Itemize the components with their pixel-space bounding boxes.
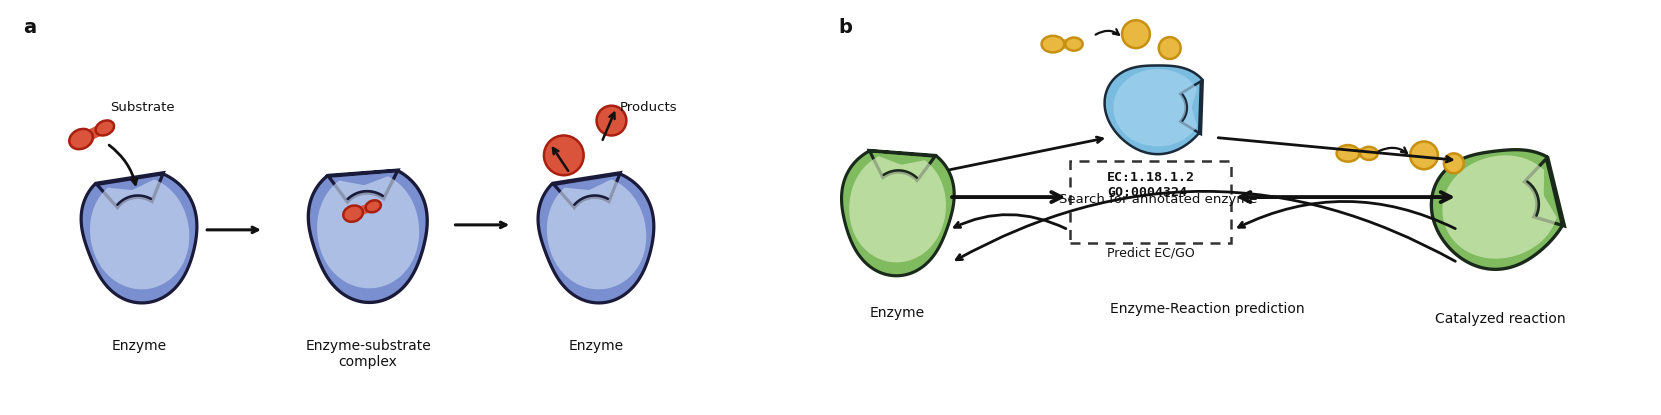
Polygon shape (538, 173, 654, 303)
Polygon shape (309, 170, 427, 303)
Circle shape (1443, 154, 1463, 173)
Text: Enzyme: Enzyme (111, 339, 168, 353)
Polygon shape (1432, 150, 1565, 269)
Text: Enzyme-substrate
complex: Enzyme-substrate complex (306, 339, 430, 369)
Polygon shape (842, 150, 953, 276)
Text: Enzyme: Enzyme (870, 306, 925, 320)
Polygon shape (1113, 69, 1198, 146)
Ellipse shape (344, 205, 362, 222)
Text: Search for annotated enzyme: Search for annotated enzyme (1058, 193, 1257, 206)
Ellipse shape (1337, 145, 1359, 162)
Text: Enzyme: Enzyme (570, 339, 625, 353)
Text: b: b (837, 18, 852, 37)
Circle shape (543, 135, 583, 175)
Ellipse shape (365, 200, 380, 212)
FancyBboxPatch shape (1070, 161, 1231, 243)
Text: Predict EC/GO: Predict EC/GO (1106, 247, 1194, 260)
Polygon shape (90, 179, 189, 289)
Circle shape (1410, 142, 1438, 169)
Ellipse shape (70, 129, 93, 149)
Polygon shape (317, 176, 419, 288)
Polygon shape (1105, 66, 1203, 154)
Polygon shape (1442, 155, 1556, 259)
Text: Enzyme-Reaction prediction: Enzyme-Reaction prediction (1110, 303, 1306, 316)
Text: Products: Products (620, 100, 678, 114)
Ellipse shape (96, 120, 115, 135)
Circle shape (1159, 37, 1181, 59)
Text: Substrate: Substrate (110, 100, 174, 114)
Circle shape (1123, 20, 1149, 48)
Text: EC:1.18.1.2
GO:0004324: EC:1.18.1.2 GO:0004324 (1106, 171, 1194, 199)
Ellipse shape (1065, 37, 1083, 51)
Text: a: a (23, 18, 37, 37)
Circle shape (596, 106, 626, 135)
Polygon shape (81, 173, 198, 303)
Polygon shape (546, 179, 646, 289)
Text: Catalyzed reaction: Catalyzed reaction (1435, 312, 1566, 326)
Polygon shape (849, 156, 945, 262)
Ellipse shape (1360, 147, 1377, 160)
Ellipse shape (1041, 36, 1065, 52)
